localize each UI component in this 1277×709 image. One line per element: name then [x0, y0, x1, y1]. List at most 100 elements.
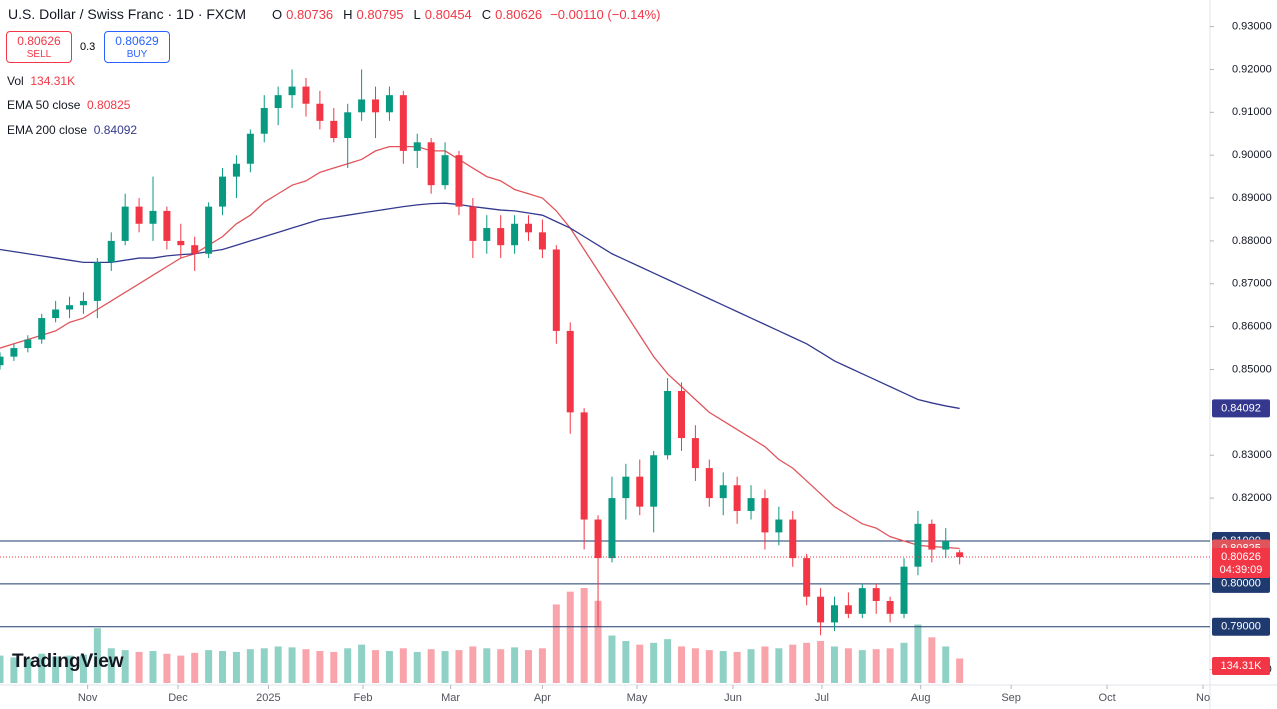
- legend-value: 0.84092: [93, 123, 138, 137]
- x-tick-label: Sep: [1001, 692, 1021, 704]
- ohlc-value: 0.80454: [424, 6, 472, 22]
- volume-bar: [330, 651, 338, 683]
- candle-body: [260, 108, 268, 134]
- volume-bar: [775, 648, 783, 683]
- candle-body: [330, 120, 338, 139]
- candle-body: [677, 390, 685, 439]
- volume-bar: [0, 655, 4, 683]
- volume-bar: [79, 654, 87, 683]
- volume-bar: [956, 658, 964, 683]
- legend-key: Vol: [7, 74, 24, 88]
- buy-price: 0.80629: [115, 34, 159, 48]
- candle-body: [469, 206, 477, 241]
- candle-body: [650, 455, 658, 507]
- candle-body: [872, 588, 880, 601]
- candle-body: [830, 605, 838, 623]
- volume-bar: [10, 657, 18, 683]
- ema-badge-label: 0.84092: [1221, 402, 1261, 414]
- y-tick-label: 0.85000: [1232, 363, 1272, 375]
- volume-bar: [385, 651, 393, 683]
- candle-body: [483, 228, 491, 241]
- volume-bar: [705, 650, 713, 683]
- candle-body: [121, 206, 129, 241]
- legend-key: EMA 50 close: [7, 98, 81, 112]
- candle-body: [344, 112, 352, 139]
- candle-body: [580, 412, 588, 520]
- candle-body: [455, 155, 463, 207]
- ohlc-value: 0.80795: [356, 6, 404, 22]
- candle-body: [761, 498, 769, 533]
- candle-body: [66, 305, 74, 310]
- volume-bar: [622, 640, 630, 683]
- candle-body: [664, 390, 672, 456]
- ema-badge: [1212, 399, 1270, 418]
- candle-body: [942, 540, 950, 550]
- candle-body: [219, 176, 227, 207]
- volume-bar: [135, 651, 143, 683]
- ema200-legend: EMA 200 close 0.84092: [7, 123, 137, 137]
- candle-body: [302, 86, 310, 104]
- volume-bar: [191, 652, 199, 683]
- legend-value: 0.80825: [87, 98, 131, 112]
- buy-button[interactable]: 0.80629 BUY: [104, 31, 170, 63]
- candle-body: [844, 605, 852, 614]
- candle-body: [385, 95, 393, 113]
- volume-bar: [469, 646, 477, 683]
- volume-bar: [650, 642, 658, 683]
- x-tick-label: Nov: [78, 692, 98, 704]
- sell-label: SELL: [26, 49, 52, 60]
- change: −0.00110 (−0.14%): [550, 6, 661, 22]
- candle-body: [886, 600, 894, 614]
- volume-bar: [177, 655, 185, 683]
- ohlc-key: C: [481, 6, 492, 22]
- candle-body: [622, 476, 630, 499]
- volume-bar: [789, 644, 797, 683]
- candle-body: [956, 552, 964, 558]
- candle-body: [733, 485, 741, 511]
- volume-bar: [900, 642, 908, 683]
- candle-body: [135, 206, 143, 224]
- volume-legend: Vol 134.31K: [7, 74, 75, 88]
- candle-body: [719, 485, 727, 499]
- candle-body: [24, 339, 32, 349]
- candle-body: [803, 558, 811, 597]
- y-tick-label: 0.92000: [1232, 63, 1272, 75]
- volume-bar: [580, 588, 588, 683]
- volume-bar: [872, 649, 880, 683]
- volume-bar: [677, 646, 685, 683]
- volume-bar: [511, 647, 519, 683]
- candle-body: [691, 438, 699, 469]
- candle-body: [900, 566, 908, 614]
- volume-badge-label: 134.31K: [1221, 660, 1263, 672]
- candle-body: [52, 309, 60, 319]
- volume-bar: [747, 649, 755, 683]
- candle-body: [316, 103, 324, 121]
- volume-bar: [399, 648, 407, 683]
- volume-bar: [246, 649, 254, 683]
- candle-body: [38, 318, 46, 340]
- x-tick-label: Dec: [168, 692, 188, 704]
- sell-button[interactable]: 0.80626 SELL: [6, 31, 72, 63]
- x-tick-label: May: [627, 692, 648, 704]
- volume-bar: [914, 624, 922, 683]
- volume-bar: [552, 604, 560, 683]
- logo[interactable]: TradingView: [12, 651, 124, 672]
- candle-body: [538, 232, 546, 250]
- volume-bar: [594, 600, 602, 683]
- volume-bar: [38, 653, 46, 683]
- symbol-title[interactable]: U.S. Dollar / Swiss Franc · 1D · FXCM: [8, 6, 247, 22]
- y-tick-label: 0.88000: [1232, 235, 1272, 247]
- volume-bar: [761, 646, 769, 683]
- y-tick-label: 0.82000: [1232, 492, 1272, 504]
- candle-body: [858, 588, 866, 614]
- legend-value: 134.31K: [30, 74, 76, 88]
- y-tick-label: 0.83000: [1232, 449, 1272, 461]
- volume-bar: [149, 651, 157, 683]
- volume-bar: [858, 650, 866, 683]
- candle-body: [232, 163, 240, 177]
- ema50-legend: EMA 50 close 0.80825: [7, 98, 130, 112]
- spread: 0.3: [80, 41, 96, 53]
- volume-bar: [664, 639, 672, 683]
- current-price-label: 0.80626: [1221, 551, 1261, 563]
